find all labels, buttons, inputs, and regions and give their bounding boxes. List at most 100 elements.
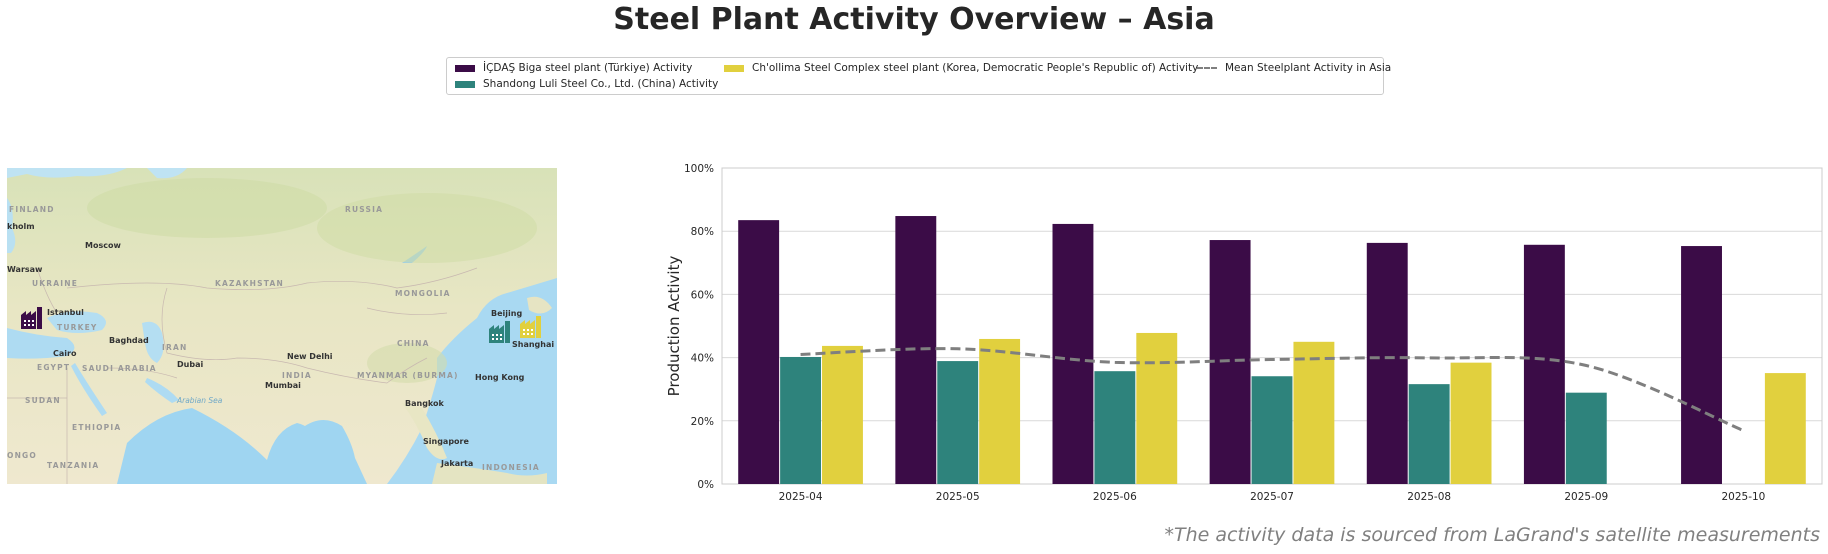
bar-chollima-2025-06: [1136, 332, 1178, 484]
map-forest: [87, 178, 327, 238]
bar-shandong-2025-06: [1094, 371, 1136, 484]
y-tick-labels: 0% 20% 40% 60% 80% 100%: [684, 163, 714, 491]
bar-icdas-2025-10: [1681, 246, 1722, 484]
legend: İÇDAŞ Biga steel plant (Türkiye) Activit…: [446, 57, 1391, 95]
legend-label-shandong: Shandong Luli Steel Co., Ltd. (China) Ac…: [483, 78, 719, 90]
legend-item-chollima: Ch'ollima Steel Complex steel plant (Kor…: [724, 62, 1198, 74]
map-label-mumbai: Mumbai: [265, 381, 301, 390]
map-baltic-sea: [7, 198, 16, 253]
map-label-istanbul: Istanbul: [47, 308, 84, 317]
map-label-indonesia: INDONESIA: [482, 463, 540, 472]
map-label-new-delhi: New Delhi: [287, 352, 333, 361]
legend-dash-mean: [1197, 67, 1217, 69]
chart-title: Steel Plant Activity Overview – Asia: [613, 2, 1215, 37]
y-tick-label: 60%: [691, 289, 714, 301]
bar-chollima-2025-07: [1293, 341, 1335, 484]
map-water: [147, 168, 187, 179]
map-label-arabian-sea: Arabian Sea: [176, 396, 223, 405]
map-label-iran: IRAN: [162, 343, 187, 352]
map-land-sea: [402, 403, 447, 460]
map-mediterranean: [7, 328, 75, 359]
y-tick-label: 0%: [697, 479, 714, 491]
icdas-biga-marker[interactable]: [21, 307, 42, 329]
y-tick-label: 100%: [684, 163, 714, 175]
legend-swatch-shandong: [455, 80, 475, 88]
bar-shandong-2025-05: [937, 361, 979, 484]
bar-chollima-2025-05: [979, 338, 1021, 484]
y-tick-label: 80%: [691, 226, 714, 238]
map-label-finland: FINLAND: [9, 205, 55, 214]
bar-shandong-2025-04: [780, 356, 822, 484]
legend-label-mean: Mean Steelplant Activity in Asia: [1225, 62, 1392, 74]
map-label-tanzania: TANZANIA: [47, 461, 99, 470]
map-label-cairo: Cairo: [53, 349, 77, 358]
map-caspian-sea: [142, 321, 164, 363]
legend-item-shandong: Shandong Luli Steel Co., Ltd. (China) Ac…: [455, 78, 718, 90]
map-persian-gulf: [145, 378, 179, 403]
map-black-sea: [47, 311, 106, 333]
bar-icdas-2025-08: [1366, 242, 1408, 484]
map-label-ukraine: UKRAINE: [32, 279, 78, 288]
bar-icdas-2025-04: [738, 220, 780, 484]
bar-chollima-2025-08: [1450, 362, 1492, 484]
legend-item-icdas: İÇDAŞ Biga steel plant (Türkiye) Activit…: [455, 62, 692, 74]
map-label-kazakhstan: KAZAKHSTAN: [215, 279, 284, 288]
map-canvas: FINLAND RUSSIA UKRAINE KAZAKHSTAN MONGOL…: [7, 168, 557, 484]
shandong-luli-marker[interactable]: [489, 321, 510, 343]
map-forest: [317, 193, 537, 263]
map-label-shanghai: Shanghai: [512, 340, 554, 349]
factory-icon: [21, 307, 42, 329]
map-label-warsaw: Warsaw: [7, 265, 43, 274]
x-tick-label: 2025-09: [1564, 491, 1608, 503]
map-land-indonesia: [432, 463, 547, 484]
map-label-moscow: Moscow: [85, 241, 121, 250]
y-tick-label: 40%: [691, 353, 714, 365]
map-label-india: INDIA: [282, 371, 312, 380]
map-label-bangkok: Bangkok: [405, 399, 445, 408]
asia-map[interactable]: FINLAND RUSSIA UKRAINE KAZAKHSTAN MONGOL…: [7, 168, 557, 484]
factory-icon: [520, 316, 541, 338]
legend-item-mean: Mean Steelplant Activity in Asia: [1197, 62, 1391, 74]
map-label-myanmar: MYANMAR (BURMA): [357, 371, 459, 380]
x-tick-label: 2025-06: [1093, 491, 1137, 503]
x-tick-label: 2025-04: [779, 491, 823, 503]
map-borders: [7, 267, 478, 484]
map-label-saudi-arabia: SAUDI ARABIA: [82, 364, 157, 373]
legend-label-icdas: İÇDAŞ Biga steel plant (Türkiye) Activit…: [483, 62, 693, 74]
map-label-russia: RUSSIA: [345, 205, 383, 214]
x-tick-labels: 2025-04 2025-05 2025-06 2025-07 2025-08 2025-…: [779, 491, 1766, 503]
bar-icdas-2025-09: [1523, 244, 1565, 484]
map-label-dubai: Dubai: [177, 360, 203, 369]
y-axis-label: Production Activity: [665, 256, 683, 397]
bar-chollima-2025-10: [1764, 373, 1806, 484]
map-label-congo: ONGO: [7, 451, 37, 460]
legend-swatch-chollima: [724, 64, 744, 72]
map-label-stockholm: kholm: [7, 222, 35, 231]
map-label-baghdad: Baghdad: [109, 336, 149, 345]
map-bay-of-bengal: [297, 419, 367, 484]
map-land-japan: [527, 296, 552, 314]
x-tick-label: 2025-10: [1721, 491, 1765, 503]
bars: [738, 216, 1806, 485]
map-label-hong-kong: Hong Kong: [475, 373, 525, 382]
x-tick-label: 2025-08: [1407, 491, 1451, 503]
map-label-egypt: EGYPT: [37, 363, 70, 372]
legend-label-chollima: Ch'ollima Steel Complex steel plant (Kor…: [752, 62, 1199, 74]
bar-shandong-2025-08: [1408, 384, 1450, 484]
factory-icon: [489, 321, 510, 343]
legend-swatch-icdas: [455, 64, 475, 72]
map-label-sudan: SUDAN: [25, 396, 61, 405]
map-label-beijing: Beijing: [491, 309, 522, 318]
map-label-turkey: TURKEY: [57, 323, 98, 332]
y-tick-label: 20%: [691, 416, 714, 428]
x-tick-label: 2025-05: [936, 491, 980, 503]
bar-icdas-2025-07: [1209, 240, 1251, 484]
map-label-singapore: Singapore: [423, 437, 469, 446]
chollima-marker[interactable]: [520, 316, 541, 338]
bar-shandong-2025-07: [1251, 376, 1293, 484]
map-arctic-water: [7, 168, 127, 178]
map-label-ethiopia: ETHIOPIA: [72, 423, 121, 432]
map-label-jakarta: Jakarta: [440, 459, 473, 468]
map-label-mongolia: MONGOLIA: [395, 289, 451, 298]
bar-chollima-2025-04: [822, 345, 863, 484]
